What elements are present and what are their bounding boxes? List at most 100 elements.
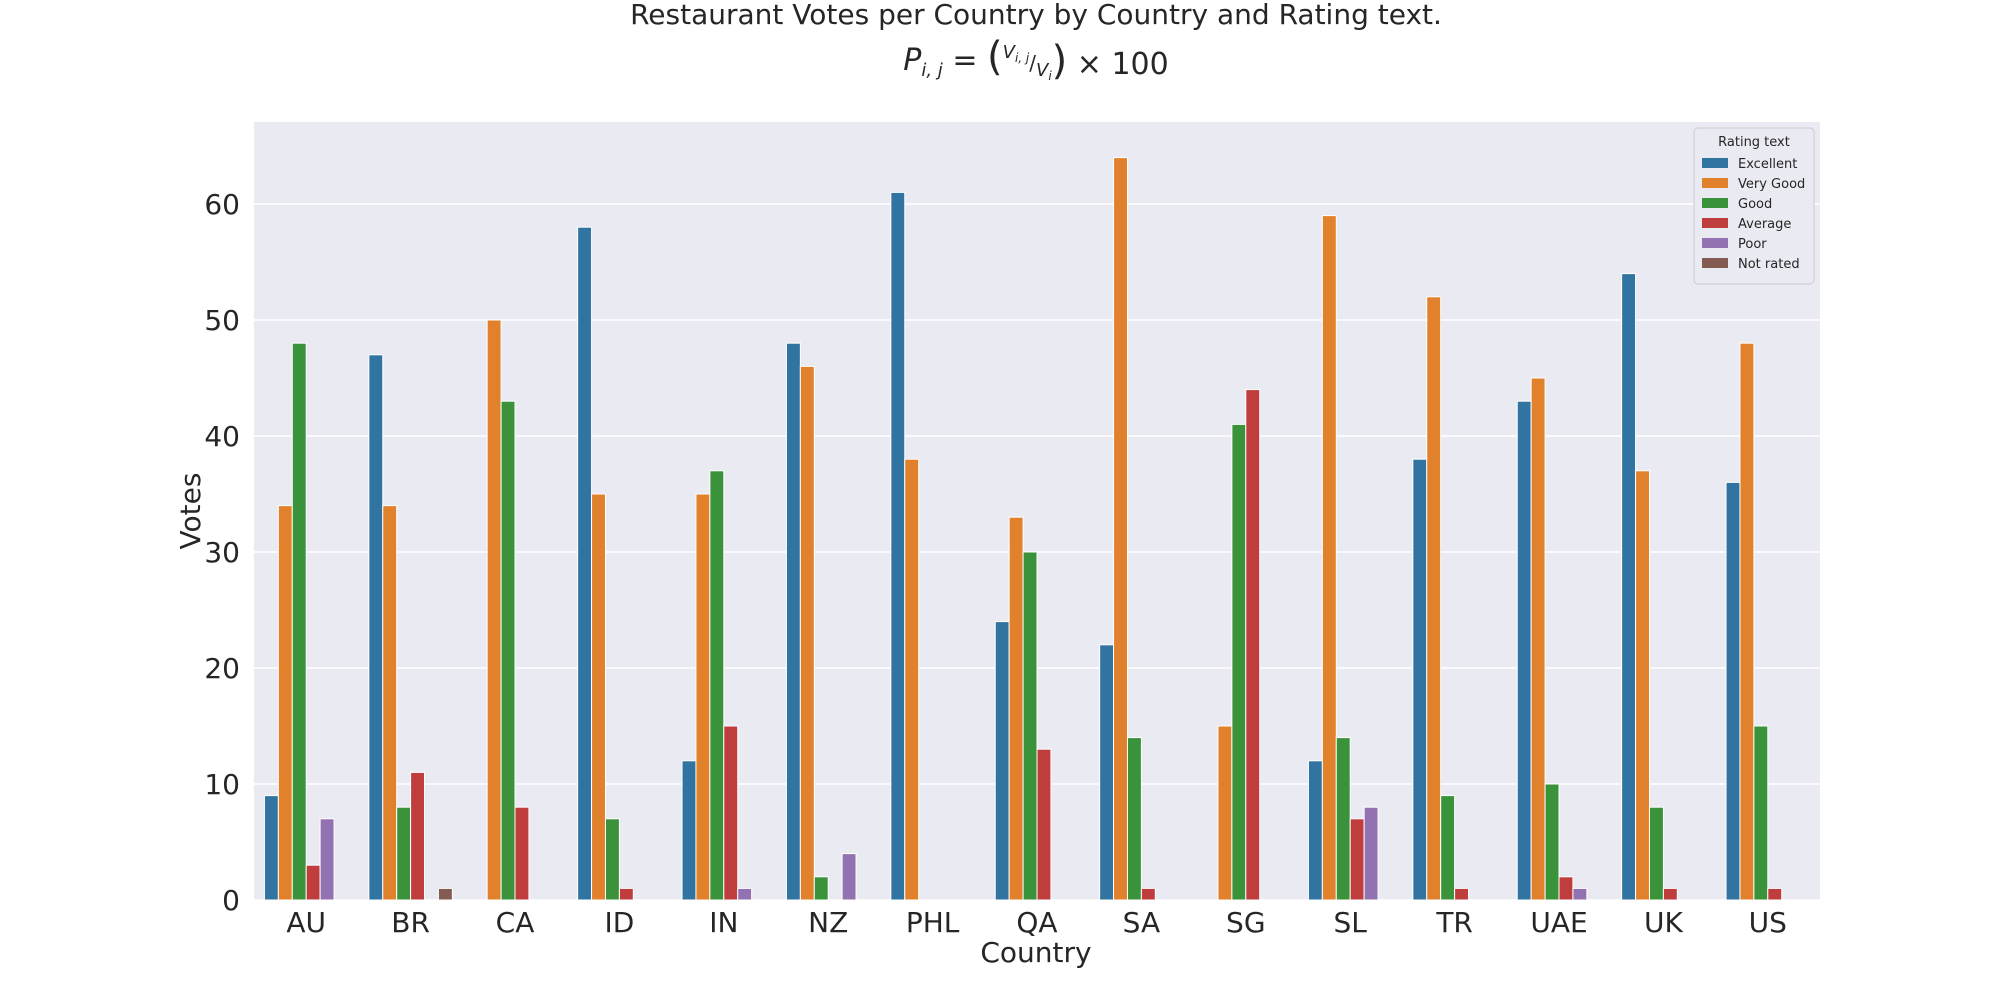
bar-us-very-good: [1739, 342, 1755, 901]
bar-br-average: [410, 771, 426, 901]
bar-br-good: [396, 806, 412, 901]
x-tick-label: UAE: [1530, 906, 1587, 939]
x-tick-label: PHL: [906, 906, 960, 939]
y-tick-label: 30: [204, 536, 240, 569]
x-axis-ticks: AU BR CA ID IN NZ PHL QA SA SG SL TR UAE UK US: [286, 906, 1787, 939]
legend-label: Good: [1738, 197, 1772, 212]
bar-qa-good: [1022, 551, 1038, 901]
bar-sl-excellent: [1307, 760, 1323, 901]
x-tick-label: IN: [709, 906, 738, 939]
bar-tr-average: [1454, 887, 1470, 901]
formula-num-sub: i, j: [1015, 51, 1030, 65]
bar-uae-good: [1544, 783, 1560, 901]
bar-sg-very-good: [1217, 725, 1233, 901]
bar-uae-poor: [1572, 887, 1588, 901]
formula-close: ): [1052, 38, 1068, 84]
x-tick-label: NZ: [808, 906, 848, 939]
bar-in-good: [709, 470, 725, 901]
formula-den-sub: i: [1048, 69, 1052, 83]
bar-ca-very-good: [486, 319, 502, 901]
bar-sl-average: [1349, 818, 1365, 901]
bar-uk-average: [1662, 887, 1678, 901]
bar-in-poor: [737, 887, 753, 901]
bar-nz-excellent: [785, 342, 801, 901]
legend-label: Poor: [1738, 237, 1767, 252]
y-tick-label: 10: [204, 768, 240, 801]
bar-ca-average: [514, 806, 530, 901]
bar-sl-good: [1335, 737, 1351, 901]
bar-id-good: [604, 818, 620, 901]
bar-sg-good: [1231, 423, 1247, 901]
bar-nz-good: [813, 876, 829, 901]
bar-tr-very-good: [1426, 296, 1442, 901]
bar-ca-good: [500, 400, 516, 901]
bar-phl-excellent: [890, 191, 906, 901]
bar-uae-average: [1558, 876, 1574, 901]
bar-phl-very-good: [904, 458, 920, 901]
x-tick-label: BR: [391, 906, 430, 939]
bars: [263, 157, 1783, 901]
y-tick-label: 20: [204, 652, 240, 685]
formula-den: V: [1036, 60, 1050, 81]
bar-uae-very-good: [1530, 377, 1546, 901]
legend-swatch: [1702, 218, 1728, 228]
bar-id-average: [618, 887, 634, 901]
bar-in-average: [723, 725, 739, 901]
x-tick-label: UK: [1644, 906, 1683, 939]
bar-uk-good: [1648, 806, 1664, 901]
legend-swatch: [1702, 258, 1728, 268]
bar-id-excellent: [577, 226, 593, 901]
legend-swatch: [1702, 178, 1728, 188]
bar-id-very-good: [591, 493, 606, 901]
bar-nz-very-good: [799, 365, 815, 901]
bar-tr-good: [1440, 795, 1456, 901]
bar-us-average: [1767, 887, 1783, 901]
x-tick-label: SA: [1123, 906, 1160, 939]
chart-title: Restaurant Votes per Country by Country …: [630, 0, 1442, 31]
bar-us-good: [1753, 725, 1769, 901]
bar-br-very-good: [382, 505, 398, 901]
y-axis-ticks: 0 10 20 30 40 50 60: [204, 188, 240, 917]
legend-swatch: [1702, 198, 1728, 208]
bar-in-very-good: [695, 493, 711, 901]
bar-au-very-good: [277, 505, 293, 901]
x-tick-label: QA: [1016, 906, 1057, 939]
formula-num: V: [1003, 42, 1017, 63]
legend-swatch: [1702, 158, 1728, 168]
legend-label: Very Good: [1738, 177, 1805, 192]
bar-in-excellent: [681, 760, 697, 901]
x-axis-label: Country: [980, 936, 1091, 969]
bar-sl-poor: [1363, 806, 1379, 901]
bar-nz-poor: [841, 853, 857, 901]
legend-title: Rating text: [1718, 135, 1790, 150]
bar-uae-excellent: [1516, 400, 1532, 901]
bar-au-good: [291, 342, 307, 901]
bar-sl-very-good: [1321, 215, 1337, 901]
formula-eq: =: [943, 43, 987, 78]
bar-sa-good: [1126, 737, 1142, 901]
formula-lhs: P: [903, 43, 922, 78]
bar-br-excellent: [368, 354, 384, 901]
y-tick-label: 60: [204, 188, 240, 221]
legend-label: Not rated: [1738, 257, 1800, 272]
bar-au-poor: [319, 818, 335, 901]
bar-sg-average: [1245, 389, 1261, 901]
bar-us-excellent: [1725, 481, 1741, 901]
formula-open: (: [987, 34, 1003, 80]
y-tick-label: 50: [204, 304, 240, 337]
chart-formula: Pi, j = (Vi, j/Vi) × 100: [903, 34, 1169, 84]
bar-uk-excellent: [1621, 273, 1637, 901]
x-tick-label: SG: [1226, 906, 1265, 939]
y-tick-label: 40: [204, 420, 240, 453]
bar-br-not-rated: [437, 887, 453, 901]
bar-au-average: [305, 864, 321, 901]
x-tick-label: US: [1749, 906, 1787, 939]
bar-qa-excellent: [994, 621, 1010, 901]
chart-title-group: Restaurant Votes per Country by Country …: [630, 0, 1442, 84]
x-tick-label: CA: [496, 906, 535, 939]
y-axis-label: Votes: [174, 473, 207, 550]
x-tick-label: AU: [286, 906, 326, 939]
bar-sa-excellent: [1099, 644, 1115, 901]
bar-uk-very-good: [1635, 470, 1650, 901]
